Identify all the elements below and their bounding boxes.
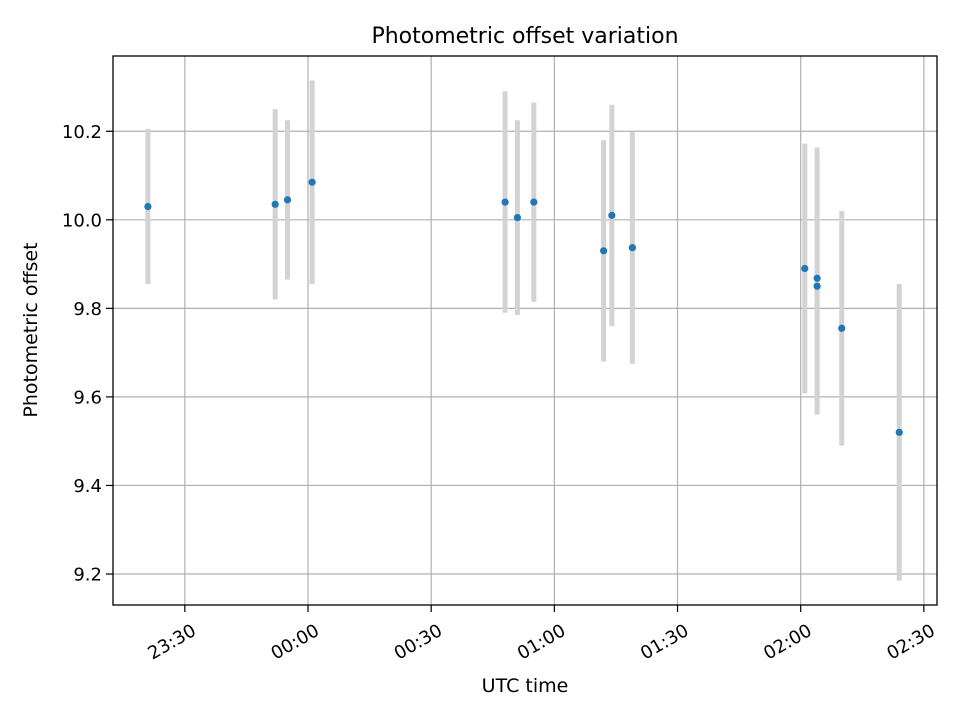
y-axis-label: Photometric offset: [20, 242, 42, 417]
x-axis-label: UTC time: [482, 675, 569, 697]
data-point: [813, 274, 821, 282]
data-point: [308, 178, 316, 186]
y-tick-label: 9.4: [73, 476, 102, 497]
data-point: [600, 247, 608, 255]
data-point: [283, 196, 292, 204]
data-point: [838, 324, 846, 332]
chart-title: Photometric offset variation: [371, 24, 678, 49]
data-point: [628, 244, 636, 252]
plot-frame: [112, 55, 938, 606]
data-point: [271, 200, 279, 208]
data-point: [144, 202, 152, 211]
data-point: [530, 198, 538, 206]
y-tick-label: 9.6: [73, 387, 102, 408]
y-tick-label: 10.0: [62, 210, 102, 231]
y-tick-label: 9.8: [73, 299, 102, 320]
grid: [113, 56, 937, 605]
data-point: [801, 264, 809, 273]
data-points: [144, 178, 903, 436]
data-point: [501, 198, 509, 206]
data-point: [513, 214, 522, 222]
data-point: [813, 282, 821, 290]
y-tick-label: 9.2: [73, 565, 102, 586]
data-point: [895, 428, 903, 436]
y-axis: 9.2 9.4 9.6 9.8 10.0 10.2: [62, 122, 113, 586]
data-point: [608, 211, 616, 219]
y-tick-label: 10.2: [62, 122, 102, 143]
